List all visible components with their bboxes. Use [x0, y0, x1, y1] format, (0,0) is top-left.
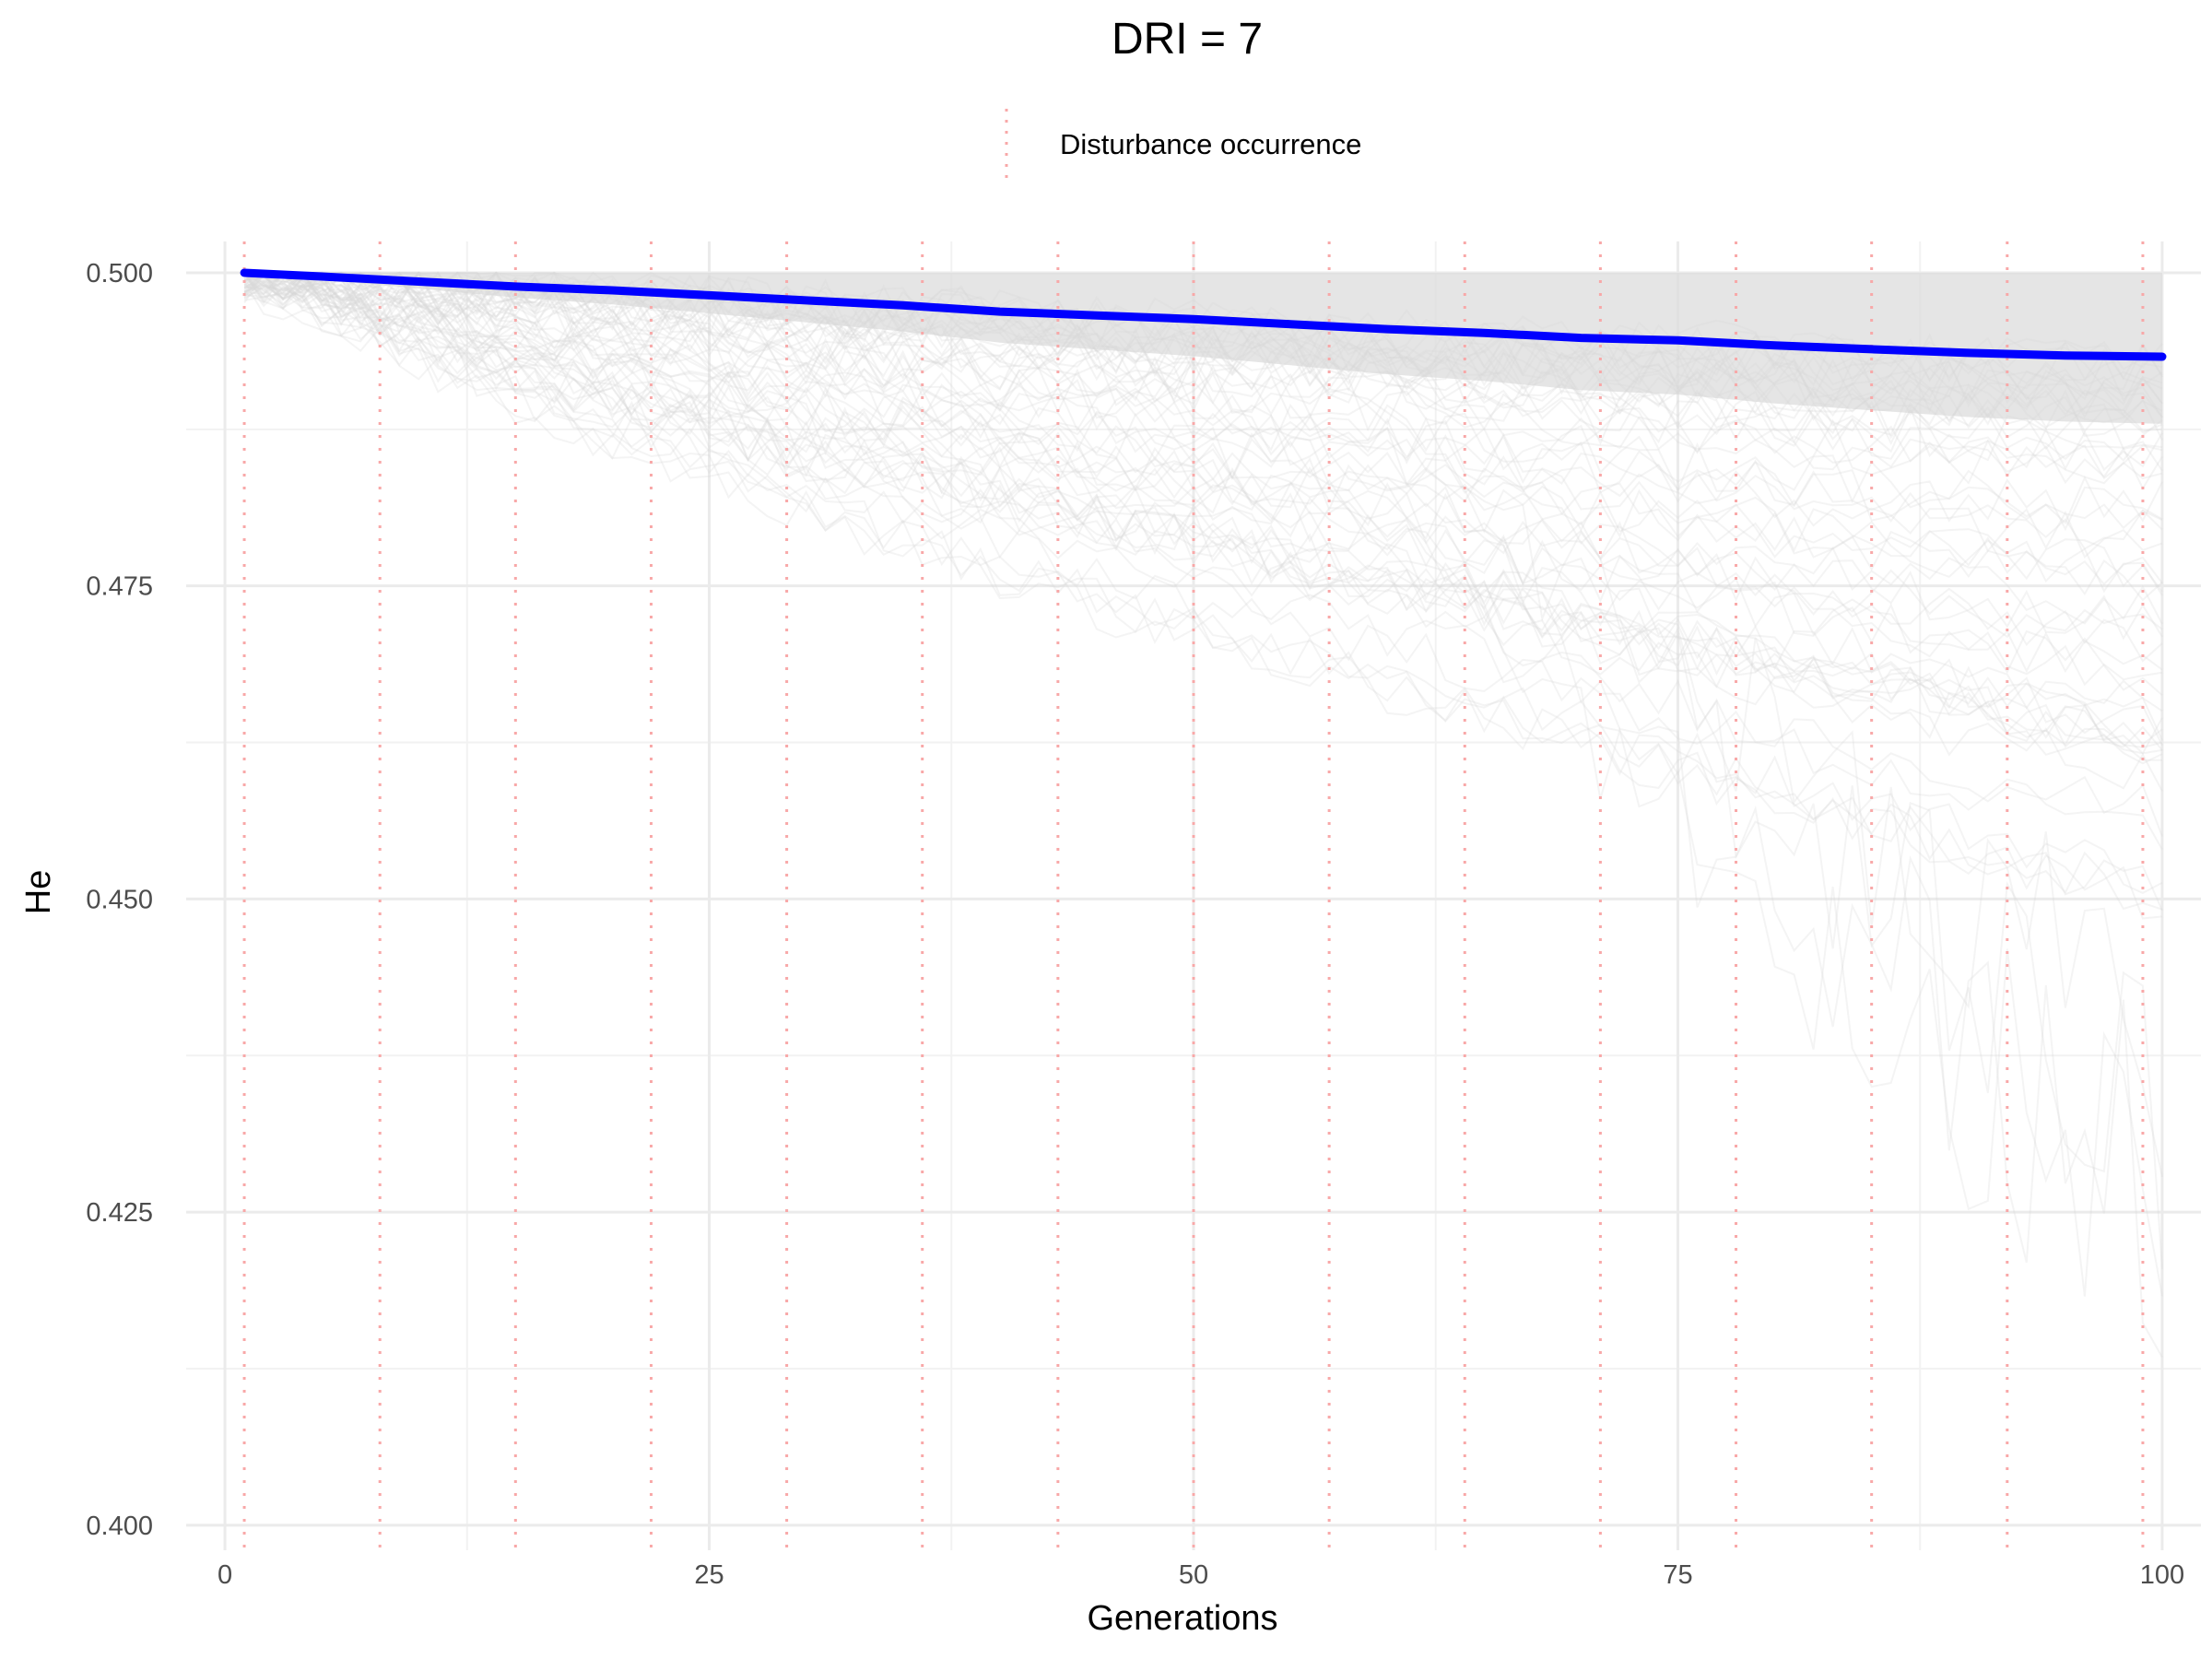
y-tick-label: 0.450 — [86, 885, 153, 914]
replicate-line — [243, 273, 2163, 625]
replicate-dense-band — [244, 273, 2162, 424]
legend: Disturbance occurrence — [1005, 109, 1361, 181]
replicate-line — [243, 272, 2163, 687]
y-tick-label: 0.400 — [86, 1512, 153, 1541]
replicate-line — [243, 271, 2163, 550]
replicate-line — [244, 279, 2163, 674]
replicate-line — [243, 271, 2163, 593]
replicate-line — [243, 273, 2163, 697]
x-axis-title: Generations — [1087, 1599, 1277, 1638]
replicate-line — [243, 271, 2163, 530]
replicate-line — [244, 271, 2163, 586]
replicate-line — [243, 272, 2163, 746]
replicate-line — [243, 272, 2163, 912]
replicate-line — [243, 271, 2163, 472]
replicate-lines — [243, 270, 2163, 1359]
replicate-line — [243, 279, 2163, 792]
replicate-line — [244, 271, 2163, 441]
x-tick-label: 25 — [694, 1560, 724, 1590]
replicate-line — [243, 271, 2163, 414]
x-tick-label: 50 — [1179, 1560, 1208, 1590]
y-axis-ticks: 0.400 0.425 0.450 0.475 0.500 — [86, 259, 153, 1541]
replicate-line — [243, 271, 2163, 639]
replicate-line — [243, 271, 2163, 451]
replicate-line — [243, 271, 2163, 602]
replicate-line — [243, 272, 2163, 663]
replicate-line — [243, 272, 2163, 1359]
replicate-line — [243, 271, 2163, 490]
replicate-line — [243, 271, 2163, 851]
legend-label: Disturbance occurrence — [1060, 128, 1361, 160]
replicate-line — [243, 272, 2163, 429]
y-tick-label: 0.425 — [86, 1198, 153, 1228]
replicate-line — [243, 277, 2163, 911]
grid — [186, 241, 2201, 1550]
replicate-line — [243, 271, 2163, 596]
replicate-line — [243, 270, 2163, 417]
replicate-line — [243, 272, 2163, 462]
replicate-line — [244, 271, 2163, 419]
mean-series-line — [240, 268, 2167, 361]
replicate-line — [243, 271, 2163, 765]
replicate-line — [243, 272, 2163, 755]
replicate-line — [243, 271, 2163, 434]
x-tick-label: 75 — [1663, 1560, 1692, 1590]
y-tick-label: 0.500 — [86, 259, 153, 288]
x-axis-ticks: 0 25 50 75 100 — [218, 1560, 2184, 1590]
replicate-line — [243, 272, 2163, 895]
replicate-line — [243, 272, 2163, 641]
replicate-line — [243, 271, 2163, 472]
replicate-line — [243, 271, 2163, 1269]
mean-line — [240, 268, 2167, 361]
replicate-line — [243, 271, 2163, 418]
replicate-line — [243, 275, 2163, 747]
replicate-line — [243, 272, 2163, 755]
replicate-line — [243, 271, 2163, 403]
replicate-line — [244, 272, 2163, 532]
replicate-line — [243, 273, 2163, 761]
replicate-line — [243, 273, 2163, 748]
replicate-line — [244, 272, 2163, 712]
replicate-line — [243, 271, 2163, 424]
replicate-line — [244, 273, 2163, 751]
replicate-line — [243, 271, 2163, 1297]
x-tick-label: 100 — [2140, 1560, 2184, 1590]
replicate-line — [243, 271, 2163, 381]
replicate-line — [244, 272, 2163, 485]
replicate-line — [243, 271, 2163, 439]
y-axis-title: He — [19, 870, 58, 915]
replicate-line — [243, 276, 2163, 525]
replicate-line — [243, 272, 2163, 837]
replicate-line — [243, 271, 2163, 485]
replicate-line — [244, 272, 2163, 559]
y-tick-label: 0.475 — [86, 572, 153, 602]
replicate-line — [243, 280, 2163, 920]
replicate-line — [243, 271, 2163, 1178]
replicate-line — [243, 271, 2163, 390]
x-tick-label: 0 — [218, 1560, 232, 1590]
replicate-line — [243, 271, 2163, 741]
chart-title: DRI = 7 — [1112, 15, 1263, 64]
